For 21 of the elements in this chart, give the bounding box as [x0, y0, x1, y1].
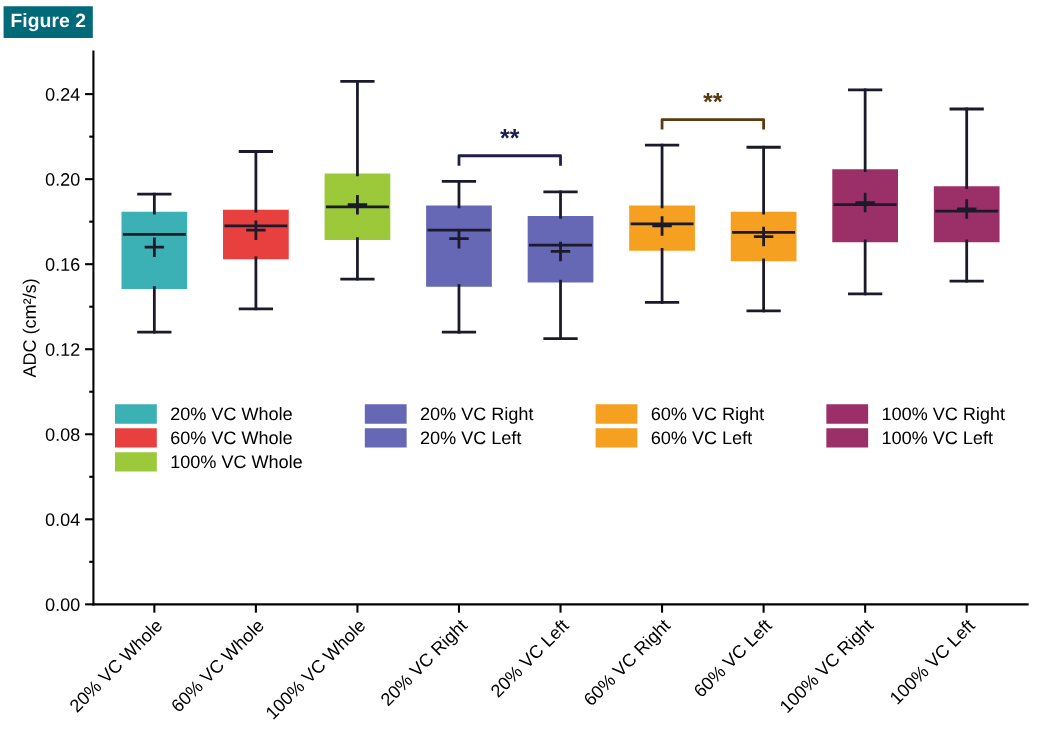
y-tick-label: 0.16 — [45, 258, 80, 271]
y-tick-label: 0.12 — [45, 343, 80, 356]
legend-label: 100% VC Left — [882, 430, 993, 445]
legend-label: 20% VC Right — [420, 406, 534, 424]
legend-label: 100% VC Right — [882, 406, 1005, 424]
y-axis-title: ADC (cm²/s) — [22, 279, 40, 378]
y-tick-label: 0.20 — [45, 173, 80, 186]
annotation: ** — [500, 129, 520, 139]
legend-label: 20% VC Left — [420, 430, 522, 445]
chart-title: Figure 2 — [11, 13, 86, 32]
legend-label: 60% VC Left — [651, 430, 753, 445]
y-tick-label: 0.00 — [45, 598, 80, 612]
legend-label: 60% VC Right — [651, 406, 765, 424]
annotation: ** — [703, 92, 723, 103]
legend-label: 100% VC Whole — [171, 454, 302, 469]
y-tick-label: 0.04 — [45, 513, 80, 527]
y-tick-label: 0.08 — [45, 428, 80, 441]
y-tick-label: 0.24 — [45, 88, 80, 101]
legend-label: 20% VC Whole — [171, 406, 292, 421]
legend-label: 60% VC Whole — [171, 430, 292, 445]
x-tick-label: 60% VC Left — [692, 617, 773, 698]
